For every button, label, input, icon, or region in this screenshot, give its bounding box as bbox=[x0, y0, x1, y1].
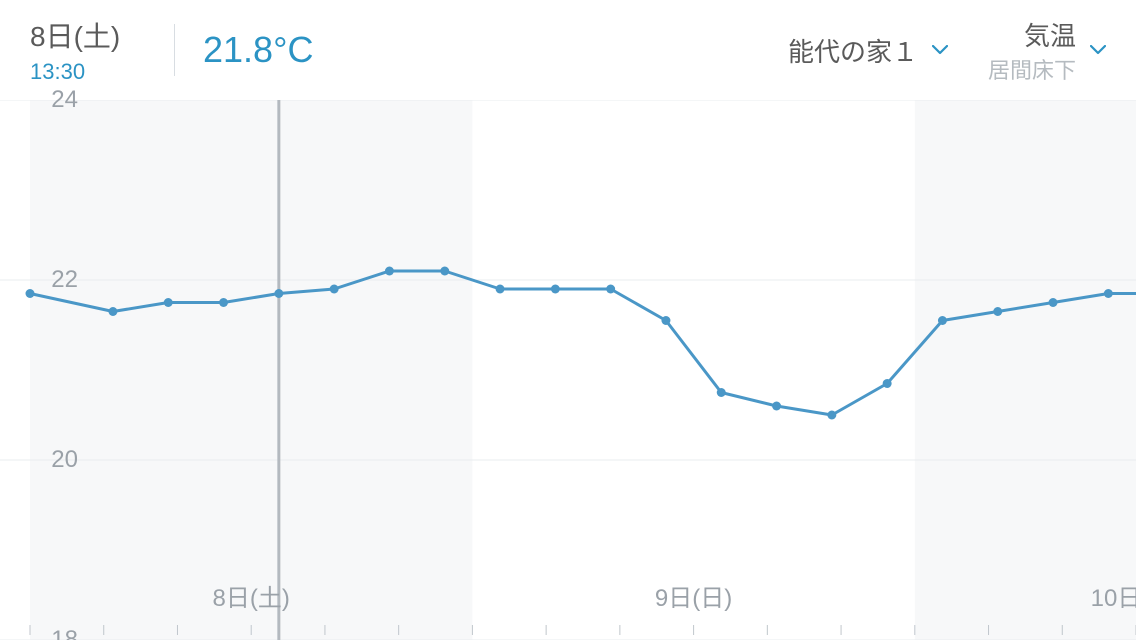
temperature-chart[interactable]: 182022248日(土)9日(日)10日(月) bbox=[0, 100, 1136, 640]
date-time-block: 8日(土) 13:30 bbox=[30, 15, 170, 85]
metric-dropdown[interactable]: 気温 居間床下 bbox=[948, 16, 1106, 85]
metric-sub-label: 居間床下 bbox=[988, 53, 1076, 85]
y-axis-tick-label: 20 bbox=[51, 446, 78, 474]
chevron-down-icon bbox=[1090, 45, 1106, 55]
x-axis-day-label: 9日(日) bbox=[655, 578, 732, 613]
metric-main-label: 気温 bbox=[1024, 16, 1076, 53]
header-bar: 8日(土) 13:30 21.8°C 能代の家１ 気温 居間床下 bbox=[0, 0, 1136, 100]
selected-date: 8日(土) bbox=[30, 15, 170, 55]
y-axis-tick-label: 22 bbox=[51, 266, 78, 294]
y-axis-tick-label: 24 bbox=[51, 86, 78, 114]
header-divider bbox=[174, 24, 175, 76]
location-dropdown[interactable]: 能代の家１ bbox=[788, 32, 948, 69]
y-axis-tick-label: 18 bbox=[51, 626, 78, 640]
selected-time: 13:30 bbox=[30, 59, 170, 85]
chevron-down-icon bbox=[932, 45, 948, 55]
temperature-value: 21.8°C bbox=[203, 29, 313, 71]
location-label: 能代の家１ bbox=[788, 32, 918, 69]
chart-svg bbox=[0, 100, 1136, 640]
x-axis-day-label: 8日(土) bbox=[213, 578, 290, 613]
x-axis-day-label: 10日(月) bbox=[1091, 578, 1136, 613]
